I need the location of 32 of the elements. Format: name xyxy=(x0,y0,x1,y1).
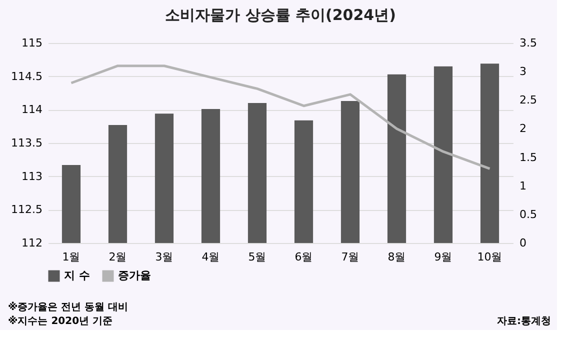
y-tick-label: 114.5 xyxy=(11,70,42,83)
y-tick-label: 114 xyxy=(22,103,42,116)
y2-tick-label: 3.5 xyxy=(520,36,537,50)
x-tick-label: 7월 xyxy=(341,250,360,264)
y2-tick-label: 1.5 xyxy=(520,150,537,164)
x-tick-label: 9월 xyxy=(434,250,452,264)
y-tick-label: 115 xyxy=(22,36,42,50)
y-tick-label: 113 xyxy=(22,170,42,183)
x-tick-label: 1월 xyxy=(62,250,80,264)
x-tick-label: 4월 xyxy=(202,250,220,264)
text: 자료:통계청 xyxy=(497,316,551,327)
y2-tick-label: 1 xyxy=(520,179,526,192)
y-tick-label: 112 xyxy=(22,236,42,250)
text: ※증가율은 전년 동월 대비 xyxy=(8,301,128,313)
x-tick-label: 10월 xyxy=(477,250,502,264)
x-tick-label: 3월 xyxy=(155,250,174,264)
y-tick-label: 112.5 xyxy=(11,203,42,216)
line-series xyxy=(70,64,491,170)
x-tick-label: 5월 xyxy=(248,250,266,264)
y-tick-label: 113.5 xyxy=(11,136,42,150)
y2-tick-label: 3 xyxy=(520,65,526,78)
x-tick-label: 6월 xyxy=(294,250,313,264)
chart-title: 소비자물가 상승률 추이(2024년) xyxy=(165,6,396,24)
y2-tick-label: 0 xyxy=(520,236,526,250)
legend-label: 증가율 xyxy=(118,269,151,282)
y2-tick-label: 0.5 xyxy=(520,208,537,221)
text: ※지수는 2020년 기준 xyxy=(8,315,113,327)
y2-tick-label: 2 xyxy=(520,122,526,136)
y2-tick-label: 2.5 xyxy=(520,94,537,107)
legend-label: 지 수 xyxy=(63,269,90,282)
x-tick-label: 8월 xyxy=(388,250,406,264)
x-tick-label: 2월 xyxy=(108,250,127,264)
